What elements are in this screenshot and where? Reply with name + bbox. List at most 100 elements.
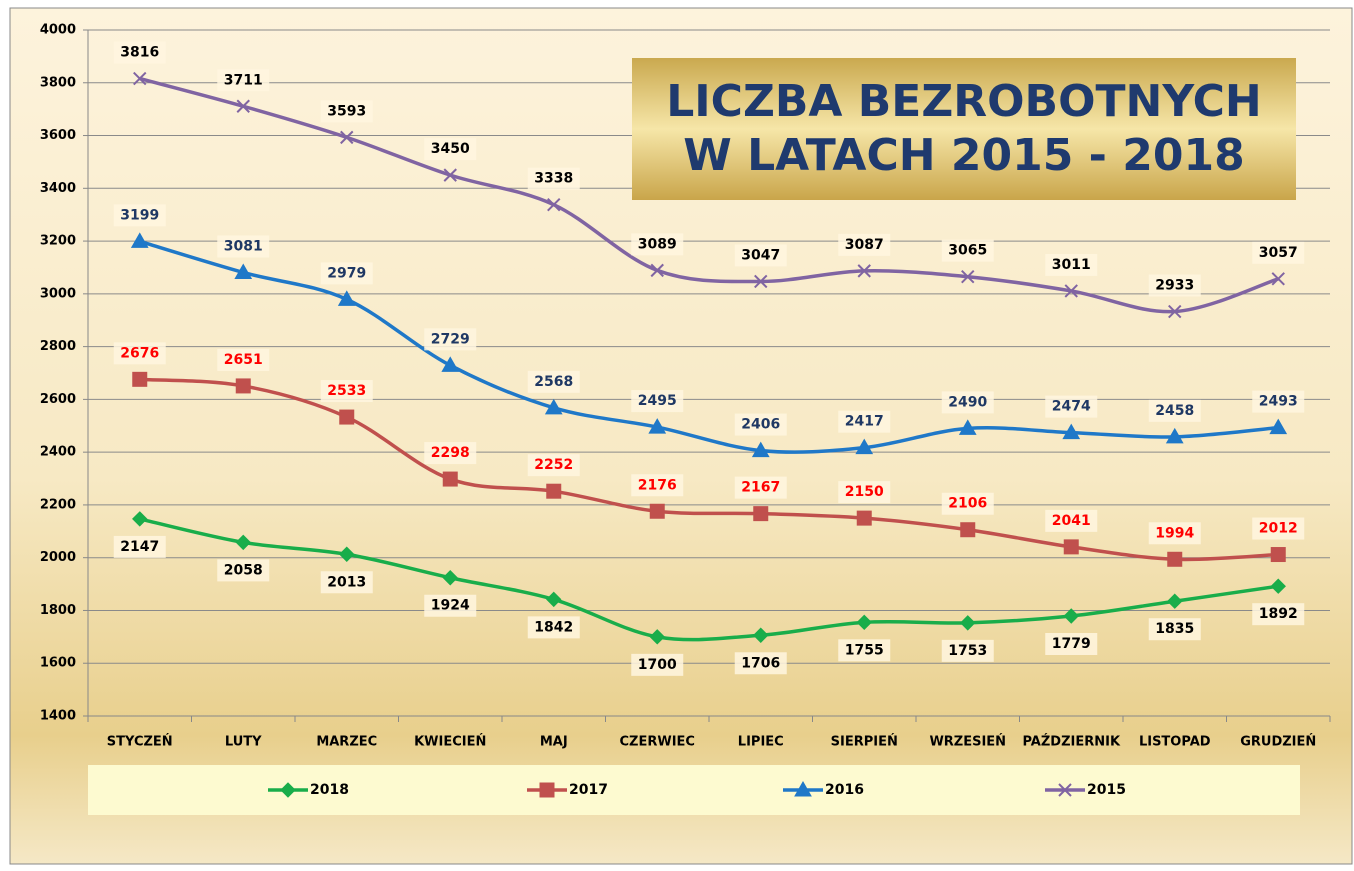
data-label: 2176 [638, 477, 677, 493]
legend-label: 2018 [310, 782, 349, 798]
data-label: 3011 [1052, 257, 1091, 273]
data-point [856, 614, 872, 631]
data-label: 2041 [1052, 513, 1091, 529]
label-bg [113, 342, 166, 365]
data-point [751, 441, 770, 458]
label-bg [734, 652, 787, 675]
data-label: 2252 [534, 457, 573, 473]
data-label: 3816 [120, 45, 159, 61]
data-point [960, 615, 976, 631]
data-label: 3089 [638, 236, 677, 252]
data-label: 3081 [224, 238, 263, 254]
data-point [649, 503, 665, 519]
data-label: 1892 [1259, 606, 1298, 622]
x-tick-label: GRUDZIEŃ [1240, 734, 1316, 750]
chart-title: LICZBA BEZROBOTNYCH [666, 76, 1261, 127]
label-bg [1148, 399, 1201, 422]
data-label: 2058 [224, 562, 263, 578]
label-bg [838, 481, 891, 504]
label-bg [941, 391, 994, 414]
data-point [236, 99, 250, 113]
data-point [443, 168, 457, 182]
data-label: 2458 [1155, 403, 1194, 419]
data-label: 3593 [327, 103, 366, 119]
series-line [139, 239, 1279, 454]
x-tick-label: LISTOPAD [1139, 735, 1211, 750]
label-bg [1045, 509, 1098, 532]
data-label: 3057 [1259, 245, 1298, 261]
data-label: 2568 [534, 374, 573, 390]
data-label: 2676 [120, 345, 159, 361]
label-bg [1252, 241, 1305, 264]
data-point [1165, 427, 1184, 444]
data-label: 2147 [120, 539, 159, 555]
data-point [1063, 608, 1079, 624]
x-tick-label: KWIECIEŃ [414, 734, 486, 750]
label-bg [527, 616, 580, 639]
data-point [546, 483, 562, 499]
y-tick-label: 1600 [40, 656, 76, 671]
data-label: 1755 [845, 642, 884, 658]
data-label: 2490 [948, 394, 987, 410]
data-point [960, 522, 976, 538]
label-bg [320, 571, 373, 594]
y-tick-label: 3200 [40, 234, 76, 249]
label-bg [1045, 253, 1098, 276]
legend-marker [539, 782, 555, 798]
label-bg [424, 138, 477, 161]
label-bg [217, 69, 270, 92]
data-point [441, 356, 460, 372]
data-label: 2012 [1259, 521, 1298, 537]
data-label: 1706 [741, 655, 780, 671]
data-point [1270, 547, 1286, 563]
x-tick-label: LIPIEC [738, 735, 784, 750]
label-bg [320, 100, 373, 123]
data-point [1269, 418, 1288, 435]
label-bg [113, 41, 166, 64]
data-point [856, 510, 872, 526]
label-bg [734, 476, 787, 499]
label-bg [941, 239, 994, 262]
legend-marker [794, 780, 812, 797]
data-label: 2150 [845, 484, 884, 500]
series-line [139, 377, 1279, 562]
x-tick-label: STYCZEŃ [107, 734, 173, 750]
data-label: 1835 [1155, 621, 1194, 637]
data-point [235, 534, 251, 551]
data-point [1064, 284, 1078, 298]
data-label: 3087 [845, 237, 884, 253]
data-point [649, 629, 665, 645]
data-label: 2533 [327, 383, 366, 399]
data-label: 3711 [224, 72, 263, 88]
data-label: 1994 [1155, 525, 1194, 541]
label-bg [527, 370, 580, 393]
data-point [337, 290, 356, 306]
data-label: 2417 [845, 414, 884, 430]
data-point [754, 274, 768, 289]
data-point [339, 546, 355, 562]
data-label: 2013 [327, 574, 366, 590]
label-bg [217, 559, 270, 582]
data-point [1270, 578, 1286, 594]
label-bg [838, 639, 891, 662]
label-bg [113, 204, 166, 227]
y-tick-label: 2800 [40, 339, 76, 354]
label-bg [113, 535, 166, 558]
data-label: 2106 [948, 496, 987, 512]
label-bg [838, 410, 891, 433]
x-tick-label: LUTY [225, 735, 262, 750]
series-line [139, 517, 1279, 642]
y-tick-label: 2200 [40, 497, 76, 512]
data-label: 1842 [534, 619, 573, 635]
data-label: 2493 [1259, 394, 1298, 410]
label-bg [631, 474, 684, 497]
data-point [544, 398, 563, 415]
label-bg [1252, 517, 1305, 540]
data-label: 3199 [120, 207, 159, 223]
data-point [234, 263, 253, 279]
y-tick-label: 1400 [40, 709, 76, 724]
data-point [1168, 304, 1182, 319]
label-bg [1045, 633, 1098, 656]
data-point [132, 511, 148, 527]
